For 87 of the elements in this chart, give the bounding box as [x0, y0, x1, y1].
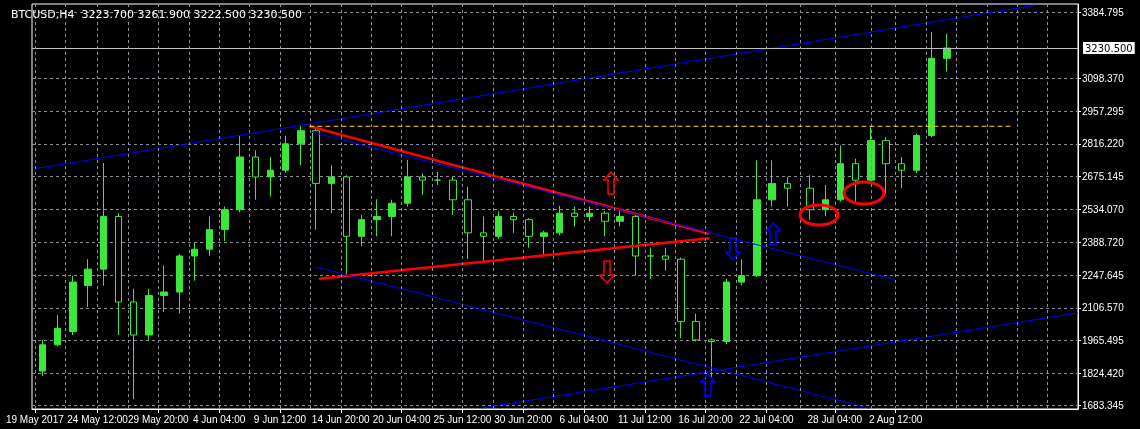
candlestick — [662, 247, 669, 272]
x-tick-label: 24 May 12:00 — [67, 413, 129, 425]
y-tick-label: 2675.145 — [1082, 170, 1125, 182]
candlestick — [312, 126, 320, 231]
candlestick — [677, 257, 685, 339]
candlestick — [723, 278, 730, 345]
candlestick — [768, 159, 776, 207]
y-tick-label: 2816.220 — [1082, 138, 1125, 150]
candlestick — [297, 125, 305, 166]
candlestick — [647, 247, 654, 280]
x-tick-label: 30 Jun 20:00 — [494, 413, 553, 425]
x-tick-label: 29 May 20:00 — [128, 413, 190, 425]
candlestick — [84, 258, 92, 308]
y-tick-label: 1683.345 — [1082, 400, 1125, 412]
candlestick — [221, 206, 229, 242]
candlestick — [328, 164, 335, 214]
candlestick — [39, 339, 46, 377]
candlestick — [571, 206, 578, 227]
candlestick — [343, 174, 350, 277]
candlestick — [898, 156, 905, 189]
candlestick — [708, 337, 715, 378]
candlestick — [913, 133, 920, 174]
candlestick — [837, 144, 844, 203]
candlestick — [206, 215, 213, 257]
x-tick-label: 28 Jul 04:00 — [807, 413, 863, 425]
candlestick — [928, 31, 935, 138]
candlestick — [632, 214, 639, 277]
candlestick — [388, 199, 396, 237]
x-tick-label: 6 Jul 04:00 — [559, 413, 609, 425]
y-tick-label: 2957.295 — [1082, 105, 1125, 117]
x-tick-label: 11 Jul 12:00 — [617, 413, 673, 425]
x-tick-label: 19 May 2017 — [5, 413, 65, 425]
candlestick — [738, 258, 745, 287]
candlestick — [267, 156, 274, 198]
candlestick — [784, 176, 791, 207]
x-tick-label: 4 Jun 04:00 — [193, 413, 246, 425]
candlestick — [480, 215, 487, 262]
candlestick — [373, 198, 381, 237]
candlestick — [358, 214, 365, 247]
candlestick — [586, 206, 593, 222]
candlestick — [145, 288, 153, 341]
y-tick-label: 2247.645 — [1082, 269, 1125, 281]
candlestick — [510, 212, 517, 234]
y-tick-label: 2388.720 — [1082, 237, 1125, 249]
candlestick — [191, 242, 198, 282]
y-tick-label: 2106.570 — [1082, 302, 1125, 314]
candlestick — [176, 253, 183, 315]
candlestick — [882, 136, 890, 194]
candlestick — [556, 205, 563, 236]
y-tick-label: 3098.370 — [1082, 73, 1125, 85]
candlestick — [692, 313, 700, 342]
ref-line-label: 3230.500 — [1085, 42, 1133, 54]
candlestick — [115, 212, 122, 336]
candlestick — [867, 126, 875, 183]
candlestick — [753, 159, 761, 278]
x-tick-label: 22 Jul 04:00 — [739, 413, 795, 425]
x-tick-label: 9 Jun 12:00 — [253, 413, 307, 425]
candlestick — [130, 288, 137, 400]
candlestick — [449, 176, 457, 216]
candlestick — [525, 217, 533, 249]
y-tick-label: 2534.070 — [1082, 203, 1125, 215]
candlestick — [601, 210, 609, 237]
candlestick — [282, 135, 289, 174]
candlestick — [236, 135, 244, 213]
candlestick — [616, 210, 624, 227]
candlestick — [434, 171, 441, 186]
x-tick-label: 14 Jun 20:00 — [311, 413, 371, 425]
x-tick-label: 25 Jun 12:00 — [433, 413, 492, 425]
candlestick — [69, 275, 77, 336]
candlestick — [852, 158, 859, 203]
candlestick — [54, 314, 61, 347]
y-tick-label: 3384.795 — [1082, 6, 1125, 18]
candlestick — [943, 33, 951, 72]
candlestick — [160, 265, 168, 313]
y-tick-label: 1824.420 — [1082, 367, 1125, 379]
candlestick — [252, 149, 259, 201]
candlestick — [464, 186, 472, 260]
candlestick — [100, 162, 107, 287]
y-tick-label: 1965.495 — [1082, 334, 1125, 346]
candlestick — [419, 172, 426, 196]
x-tick-label: 20 Jun 04:00 — [372, 413, 431, 425]
candlestick — [495, 210, 502, 240]
candlestick — [404, 159, 411, 207]
candlestick — [540, 230, 548, 257]
x-tick-label: 2 Aug 12:00 — [868, 413, 923, 425]
chart-title: BTCUSD,H4 3223.700 3261.900 3222.500 3230.500 — [11, 8, 303, 21]
x-tick-label: 16 Jul 20:00 — [678, 413, 734, 425]
